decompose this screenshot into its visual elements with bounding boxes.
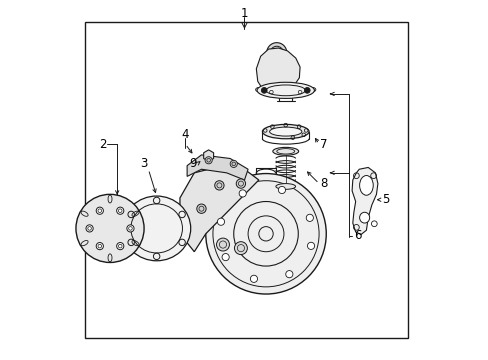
Polygon shape (187, 155, 247, 180)
Text: 9: 9 (188, 157, 196, 170)
Circle shape (217, 218, 224, 225)
Text: 1: 1 (240, 7, 248, 20)
Text: 3: 3 (140, 157, 147, 170)
Ellipse shape (309, 87, 315, 92)
Circle shape (76, 194, 144, 262)
Circle shape (278, 186, 285, 194)
Circle shape (86, 225, 93, 232)
Text: 2: 2 (99, 138, 106, 150)
Text: 8: 8 (320, 177, 327, 190)
Circle shape (304, 87, 309, 93)
Ellipse shape (359, 176, 372, 195)
Ellipse shape (269, 127, 301, 136)
Ellipse shape (122, 196, 190, 261)
Circle shape (285, 271, 292, 278)
Circle shape (234, 242, 247, 255)
Circle shape (239, 190, 246, 197)
Text: 6: 6 (353, 229, 361, 242)
Circle shape (96, 243, 103, 250)
Polygon shape (351, 167, 377, 234)
Polygon shape (203, 150, 213, 161)
Circle shape (196, 204, 206, 213)
Circle shape (261, 87, 266, 93)
Circle shape (96, 207, 103, 214)
Ellipse shape (275, 184, 295, 189)
Circle shape (204, 157, 212, 164)
Circle shape (117, 207, 123, 214)
Circle shape (307, 242, 314, 249)
Circle shape (117, 243, 123, 250)
Polygon shape (256, 48, 300, 89)
Polygon shape (180, 166, 258, 252)
Circle shape (205, 174, 325, 294)
Circle shape (222, 253, 229, 261)
Circle shape (230, 160, 237, 167)
Text: 4: 4 (181, 127, 189, 141)
Circle shape (105, 224, 114, 233)
Circle shape (236, 179, 245, 188)
Bar (85, 22, 407, 338)
Circle shape (96, 214, 124, 243)
Circle shape (126, 225, 134, 232)
Text: 5: 5 (382, 193, 389, 206)
Ellipse shape (359, 212, 369, 223)
Text: 7: 7 (320, 138, 327, 150)
Circle shape (250, 275, 257, 282)
Ellipse shape (257, 82, 314, 98)
Circle shape (216, 238, 229, 251)
Circle shape (214, 181, 224, 190)
Circle shape (266, 42, 286, 63)
Ellipse shape (272, 147, 298, 155)
Ellipse shape (262, 125, 308, 139)
Ellipse shape (255, 87, 262, 92)
Circle shape (305, 214, 313, 221)
